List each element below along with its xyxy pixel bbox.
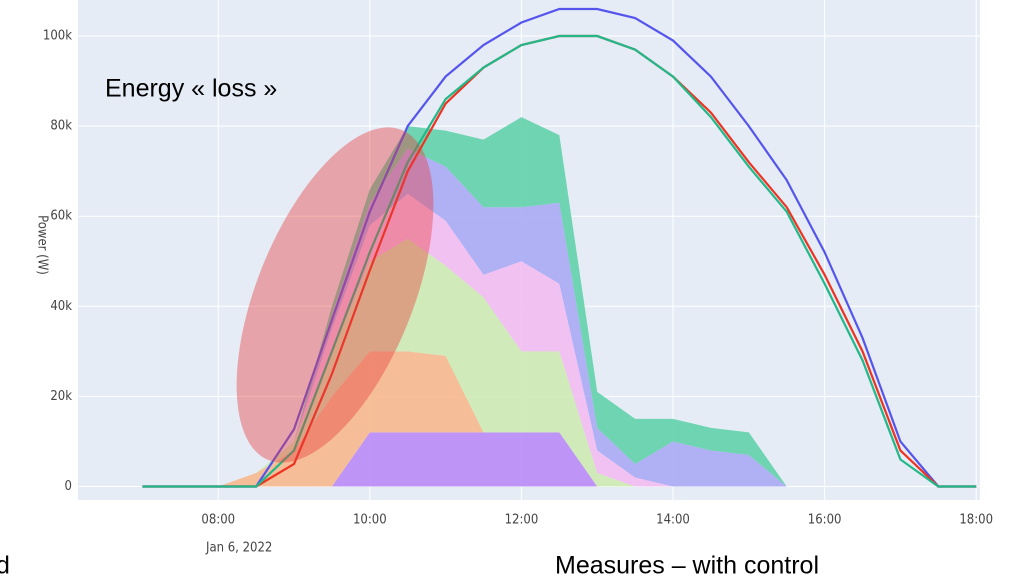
- stacked-area: [142, 238, 977, 487]
- x-tick-label: 14:00: [656, 513, 690, 528]
- y-tick-label: 40k: [50, 299, 72, 314]
- stacked-area: [142, 351, 977, 487]
- y-tick-label: 0: [65, 479, 72, 494]
- stacked-area: [142, 148, 977, 487]
- series-line: [142, 7, 977, 488]
- fragment: d: [0, 552, 10, 580]
- x-tick-label: 12:00: [505, 513, 539, 528]
- x-tick-label: 16:00: [808, 513, 842, 528]
- x-tick-label: 10:00: [353, 513, 387, 528]
- y-tick-label: 100k: [43, 29, 72, 44]
- y-tick-label: 80k: [50, 119, 72, 134]
- loss-highlight: [236, 127, 434, 463]
- y-tick-label: 20k: [50, 389, 72, 404]
- stacked-area: [142, 193, 977, 487]
- stacked-area: [142, 432, 977, 487]
- x-tick-label: 18:00: [959, 513, 993, 528]
- y-tick-label: 60k: [50, 209, 72, 224]
- x-tick-label: 08:00: [201, 513, 235, 528]
- y-axis-label: Power (W): [35, 215, 50, 275]
- caption: Measures – with control: [555, 552, 819, 580]
- series-line: [142, 34, 977, 488]
- x-date: Jan 6, 2022: [205, 541, 272, 556]
- stacked-area: [142, 117, 977, 487]
- annotation: Energy « loss »: [105, 75, 277, 103]
